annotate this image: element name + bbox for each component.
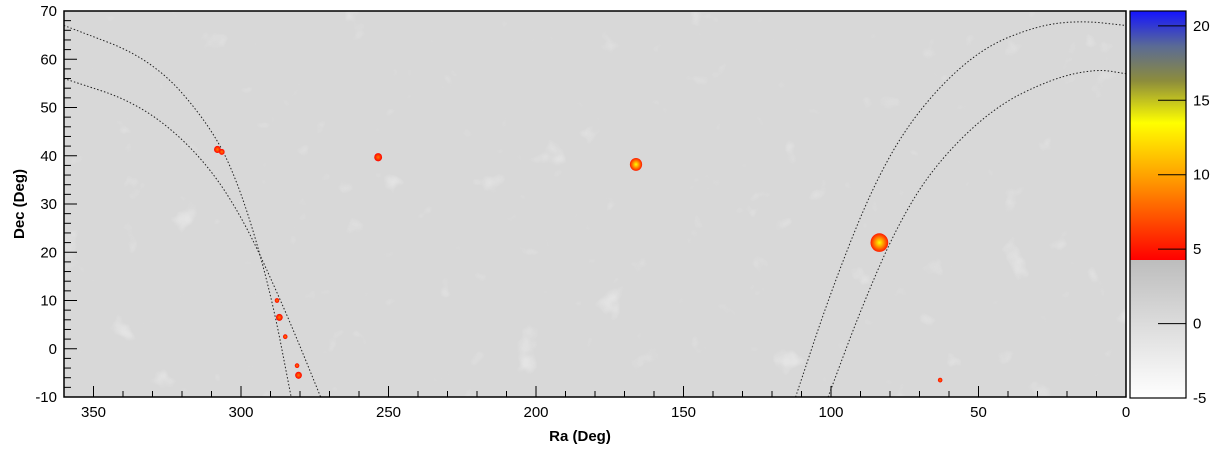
y-tick-label: -10 — [35, 389, 57, 406]
y-tick-label: 30 — [40, 196, 57, 213]
y-axis-title: Dec (Deg) — [11, 169, 28, 239]
boundary-curves — [64, 21, 1126, 397]
x-tick-label: 300 — [228, 404, 253, 421]
y-tick-label: 20 — [40, 244, 57, 261]
y-tick-label: 0 — [49, 341, 57, 358]
x-tick-label: 50 — [970, 404, 987, 421]
x-axis-title: Ra (Deg) — [549, 428, 611, 445]
y-tick-label: 50 — [40, 100, 57, 117]
boundary-curve — [795, 21, 1126, 397]
source-blob — [295, 371, 302, 379]
source-blob — [275, 313, 283, 321]
x-tick-label: 0 — [1122, 404, 1130, 421]
x-axis: 350 300 250 200 150 100 50 0 — [63, 386, 1130, 421]
boundary-curve — [64, 78, 322, 397]
y-tick-label: 70 — [40, 3, 57, 20]
colorbar-tick-label: 5 — [1193, 241, 1201, 258]
source-blob — [274, 298, 280, 303]
x-tick-label: 150 — [671, 404, 696, 421]
colorbar: -5 0 5 10 15 20 — [1129, 10, 1210, 407]
x-tick-label: 100 — [818, 404, 843, 421]
x-tick-label: 250 — [376, 404, 401, 421]
colorbar-tick-label: 10 — [1193, 167, 1210, 184]
colorbar-tick-label: 0 — [1193, 316, 1201, 333]
source-blob — [629, 158, 643, 171]
source-blob — [870, 233, 889, 252]
source-blob — [282, 334, 288, 340]
boundary-curve — [827, 70, 1126, 397]
x-tick-label: 200 — [523, 404, 548, 421]
source-blob — [219, 148, 225, 155]
sources — [214, 145, 943, 383]
colorbar-grey-segment — [1130, 260, 1186, 398]
plot-area — [64, 11, 1126, 397]
y-tick-label: 10 — [40, 293, 57, 310]
y-axis: -10 0 10 20 30 40 50 60 70 — [35, 3, 77, 406]
sky-noise-texture — [64, 11, 1126, 397]
x-tick-label: 350 — [81, 404, 106, 421]
colorbar-tick-label: 20 — [1193, 18, 1210, 35]
source-blob — [937, 377, 943, 383]
colorbar-tick-label: -5 — [1193, 390, 1206, 407]
y-tick-label: 40 — [40, 148, 57, 165]
boundary-curve — [64, 25, 292, 397]
colorbar-ticks: -5 0 5 10 15 20 — [1158, 18, 1210, 407]
source-blob — [294, 363, 300, 369]
colorbar-tick-label: 15 — [1193, 92, 1210, 109]
y-tick-label: 60 — [40, 51, 57, 68]
source-blob — [374, 153, 383, 162]
colorbar-color-segment — [1130, 11, 1186, 260]
